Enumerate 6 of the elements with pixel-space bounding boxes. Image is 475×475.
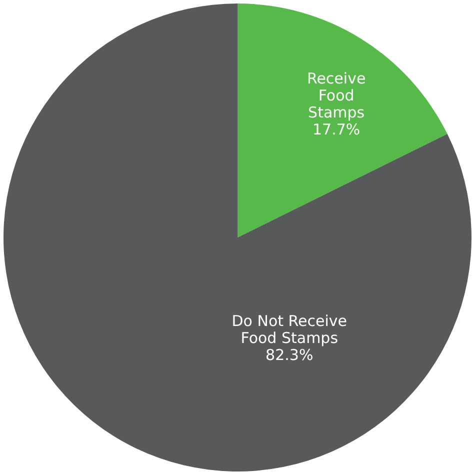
- pie-slice: [4, 4, 472, 472]
- pie-slice: [238, 4, 448, 238]
- data-label: 82.3%: [266, 346, 314, 364]
- slice-label: Do Not Receive Food Stamps: [232, 312, 348, 347]
- slice-label: Receive Food Stamps: [306, 70, 366, 122]
- data-label: 17.7%: [312, 120, 360, 139]
